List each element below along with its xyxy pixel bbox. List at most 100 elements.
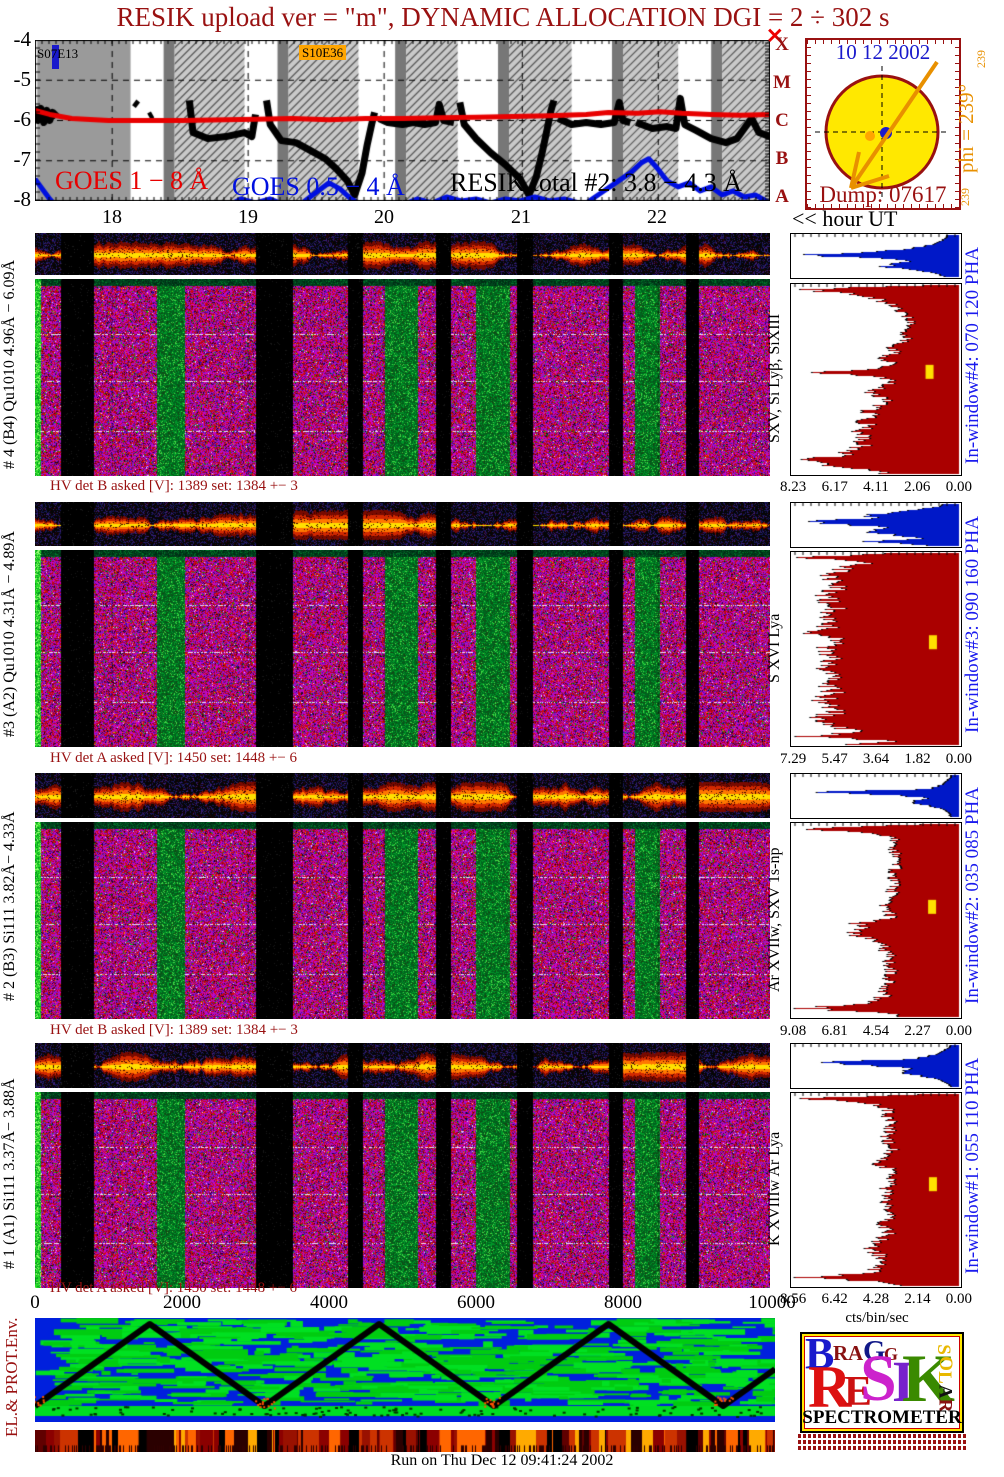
sunbox-ticks-top (807, 40, 959, 44)
window3-line-label: S XVI Lya (766, 613, 783, 683)
pha-tick: 7.29 (780, 751, 807, 767)
window3-left-label: #3 (A2) Qu1010 4.31Å − 4.89Å (1, 531, 18, 738)
spectrogram-strip-window1 (35, 1043, 770, 1088)
goes-05-4-label: GOES 0.5 − 4 Å (232, 172, 405, 201)
logo-letter: G (863, 1335, 886, 1367)
flare-marker (52, 45, 59, 69)
goes-flux-plot-canvas (35, 40, 770, 201)
logo-letter: O (934, 1356, 956, 1371)
goes-class-c: C (775, 110, 789, 131)
pha-tick: 2.27 (904, 1023, 931, 1039)
x-class-mark: ✕ (766, 24, 784, 48)
window4-left-label: # 4 (B4) Qu1010 4.96Å − 6.09Å (1, 259, 18, 469)
flare-location-right: S10E36 (299, 45, 347, 60)
goes-class-b: B (775, 148, 789, 169)
sec-tick-10000: 10000 (748, 1292, 796, 1313)
spectrogram-strip-window4 (35, 233, 770, 275)
window2-line-label: Ar XVIIw, SXV 1s-np (766, 847, 783, 992)
logo-fine-print-line (798, 1440, 966, 1444)
pha-axis-window1: 8.56 6.42 4.28 2.14 0.00 (780, 1291, 972, 1308)
logo-letter: R (808, 1354, 852, 1420)
pha-tick: 4.28 (862, 1291, 890, 1307)
window2-left-label: # 2 (B3) Si111 3.82Å− 4.33Å (1, 811, 18, 1001)
goes-1-8-label: GOES 1 − 8 Å (55, 166, 209, 195)
phi-sub-bottom: 239 (958, 188, 972, 206)
hv-line-window2: HV det B asked [V]: 1389 set: 1384 +− 3 (50, 1022, 298, 1038)
sun-spot-orange (865, 131, 875, 141)
logo-letter: K (902, 1340, 955, 1416)
logo-letter: R (833, 1341, 849, 1365)
window4-line-label: SXV, Si Lyβ, SiXIII (766, 313, 783, 444)
pha-histogram-blue-window3 (790, 502, 962, 548)
hv-line-window3: HV det A asked [V]: 1450 set: 1448 +− 6 (50, 750, 298, 766)
window4-pha-label: In-window#4: 070 120 PHA (962, 247, 983, 464)
sec-tick-0: 0 (30, 1292, 40, 1313)
run-timestamp: Run on Thu Dec 12 09:41:24 2002 (390, 1452, 614, 1469)
resik-total-label: RESIK total #2: 3.8 − 4.3 Å (450, 168, 742, 197)
pha-tick: 2.06 (904, 479, 931, 495)
pha-axis-window2: 9.08 6.81 4.54 2.27 0.00 (780, 1023, 972, 1040)
pha-tick: 0.00 (945, 1023, 972, 1039)
logo-letter: S (860, 1342, 897, 1415)
goes-class-a: A (775, 186, 789, 207)
pha-histogram-red-window2 (790, 822, 962, 1019)
page-title: RESIK upload ver = "m", DYNAMIC ALLOCATI… (116, 2, 890, 32)
hour-tick-21: 21 (511, 206, 531, 228)
pha-tick: 0.00 (945, 751, 972, 767)
logo-letter: A (848, 1341, 864, 1365)
sec-tick-8000: 8000 (604, 1292, 642, 1313)
hour-ut-label: << hour UT (792, 206, 898, 231)
pha-tick: 6.17 (821, 479, 848, 495)
logo-letter: B (805, 1329, 835, 1378)
window1-line-label: K XVIIIw Ar Lya (766, 1131, 783, 1247)
pha-histogram-red-window1 (790, 1092, 962, 1288)
y-tick: -4 (13, 27, 32, 51)
y-tick: -5 (13, 67, 32, 91)
sunbox-ticks-bottom (807, 204, 959, 208)
pha-tick: 6.42 (821, 1291, 848, 1307)
pha-histogram-blue-window4 (790, 233, 962, 279)
window3-pha-label: In-window#3: 090 160 PHA (962, 516, 983, 734)
window1-pha-label: In-window#1: 055 110 PHA (962, 1057, 983, 1275)
observation-date: 10 12 2002 (835, 40, 931, 64)
logo-letter: G (884, 1344, 899, 1364)
pha-tick: 0.00 (945, 479, 972, 495)
spectrogram-main-window4 (35, 279, 770, 476)
sec-tick-2000: 2000 (163, 1292, 201, 1313)
spectrogram-main-window2 (35, 822, 770, 1019)
scan-arrowhead-1 (849, 151, 861, 189)
scan-arrowhead-2 (850, 174, 890, 190)
bottom-heat-strip-canvas (35, 1430, 775, 1452)
hv-line-window1: HV det A asked [V]: 1450 set: 1448 +− 6 (50, 1280, 298, 1296)
spectrogram-main-window1 (35, 1092, 770, 1288)
pha-histogram-red-window4 (790, 283, 962, 476)
hour-tick-18: 18 (102, 206, 122, 228)
pha-tick: 3.64 (862, 751, 890, 767)
sunbox-ticks-right (955, 40, 959, 208)
pha-tick: 6.81 (821, 1023, 848, 1039)
logo-fine-print-line (798, 1446, 966, 1450)
spectrogram-strip-window2 (35, 773, 770, 818)
goes-class-x: X (775, 34, 789, 55)
env-panel-label: EL.& PROT.Env. (2, 1317, 21, 1437)
dump-number: Dump: 07617 (819, 182, 947, 207)
pha-histogram-red-window3 (790, 551, 962, 747)
y-tick: -7 (13, 147, 32, 171)
phi-angle-label: phi = 239° (954, 83, 978, 173)
logo-letter: S (932, 1344, 954, 1355)
sec-tick-6000: 6000 (457, 1292, 495, 1313)
logo-letter: I (892, 1349, 915, 1414)
electron-proton-env-canvas (35, 1318, 775, 1422)
cts-unit-label: cts/bin/sec (845, 1310, 909, 1326)
scan-arrow (849, 60, 939, 190)
sun-position-panel: 10 12 2002 Dump: 07617 (805, 38, 961, 210)
y-tick: -8 (13, 187, 32, 211)
sec-tick-4000: 4000 (310, 1292, 348, 1313)
pha-tick: 0.00 (945, 1291, 972, 1307)
sun-disk-drawing (815, 60, 949, 200)
spectrogram-strip-window3 (35, 502, 770, 546)
logo-letter: E (844, 1369, 873, 1415)
hour-tick-20: 20 (374, 206, 394, 228)
